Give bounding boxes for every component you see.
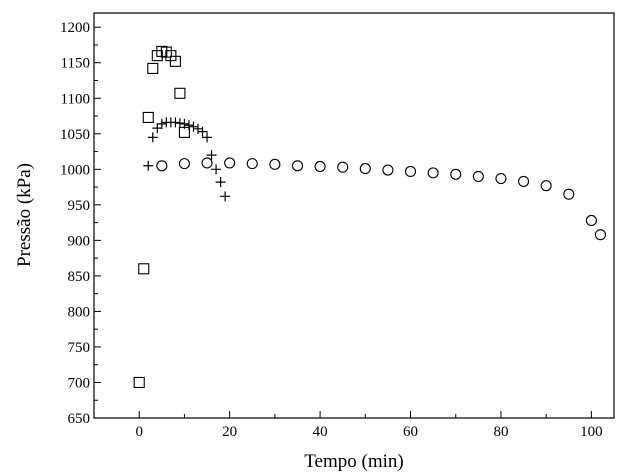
axis-ticks: 0 20 40 60 80 100 650 700 750 800 850 900 950 1000 105… [60,20,603,440]
circle-point [224,157,236,169]
y-tick-label: 800 [68,304,91,320]
plus-point [170,117,181,128]
square-point [174,87,186,99]
y-tick-label: 850 [68,269,91,285]
plus-point [174,118,185,129]
circle-point [450,168,462,180]
x-tick-label: 20 [222,424,237,440]
plus-point [220,191,231,202]
circle-point [246,158,258,170]
plus-point [179,118,190,129]
square-point [169,55,181,67]
plus-point [197,126,208,137]
square-point [133,376,145,389]
circle-point [404,165,417,177]
circle-point [269,158,281,170]
x-tick-label: 40 [313,424,328,440]
y-tick-label: 1050 [60,127,90,143]
plus-point [152,123,163,134]
circle-point [359,163,371,175]
plus-point [206,150,217,161]
plot-frame [93,12,615,419]
circle-point [178,158,190,170]
plus-point [215,177,226,188]
x-tick-label: 0 [135,424,143,440]
y-tick-label: 1200 [60,20,90,36]
square-point [178,126,190,138]
y-tick-label: 1000 [60,162,90,178]
y-tick-label: 950 [68,198,91,214]
circle-point [472,170,484,182]
square-point [142,111,154,123]
circle-point [495,173,507,185]
circle-point [594,229,606,241]
circle-point [291,160,304,172]
y-tick-label: 750 [68,340,91,356]
y-tick-label: 650 [68,411,91,427]
circle-point [540,180,552,192]
y-tick-label: 1150 [61,56,90,72]
x-tick-label: 80 [493,424,508,440]
circle-point [314,160,326,173]
circle-point [563,188,575,200]
plus-point [147,132,158,143]
circle-point [156,160,168,172]
circle-point [337,161,349,173]
x-axis-title: Tempo (min) [304,451,403,472]
circle-point [201,157,213,169]
y-axis-title: Pressão (kPa) [14,163,35,267]
plus-point [202,132,213,143]
plus-point [183,120,194,131]
y-tick-label: 700 [68,375,91,391]
square-point [138,263,150,275]
plus-point [156,118,167,129]
x-tick-label: 60 [403,424,418,440]
circle-point [382,164,394,176]
circle-point [585,214,597,227]
plus-point [143,160,154,171]
x-tick-label: 100 [580,424,603,440]
plus-point [188,121,199,132]
y-tick-label: 900 [68,233,91,249]
square-point [147,62,159,74]
circle-point [518,175,530,187]
plus-point [193,123,203,134]
y-tick-label: 1100 [61,91,90,107]
plus-point [211,164,222,175]
circle-point [427,167,439,179]
data-points [133,45,606,389]
